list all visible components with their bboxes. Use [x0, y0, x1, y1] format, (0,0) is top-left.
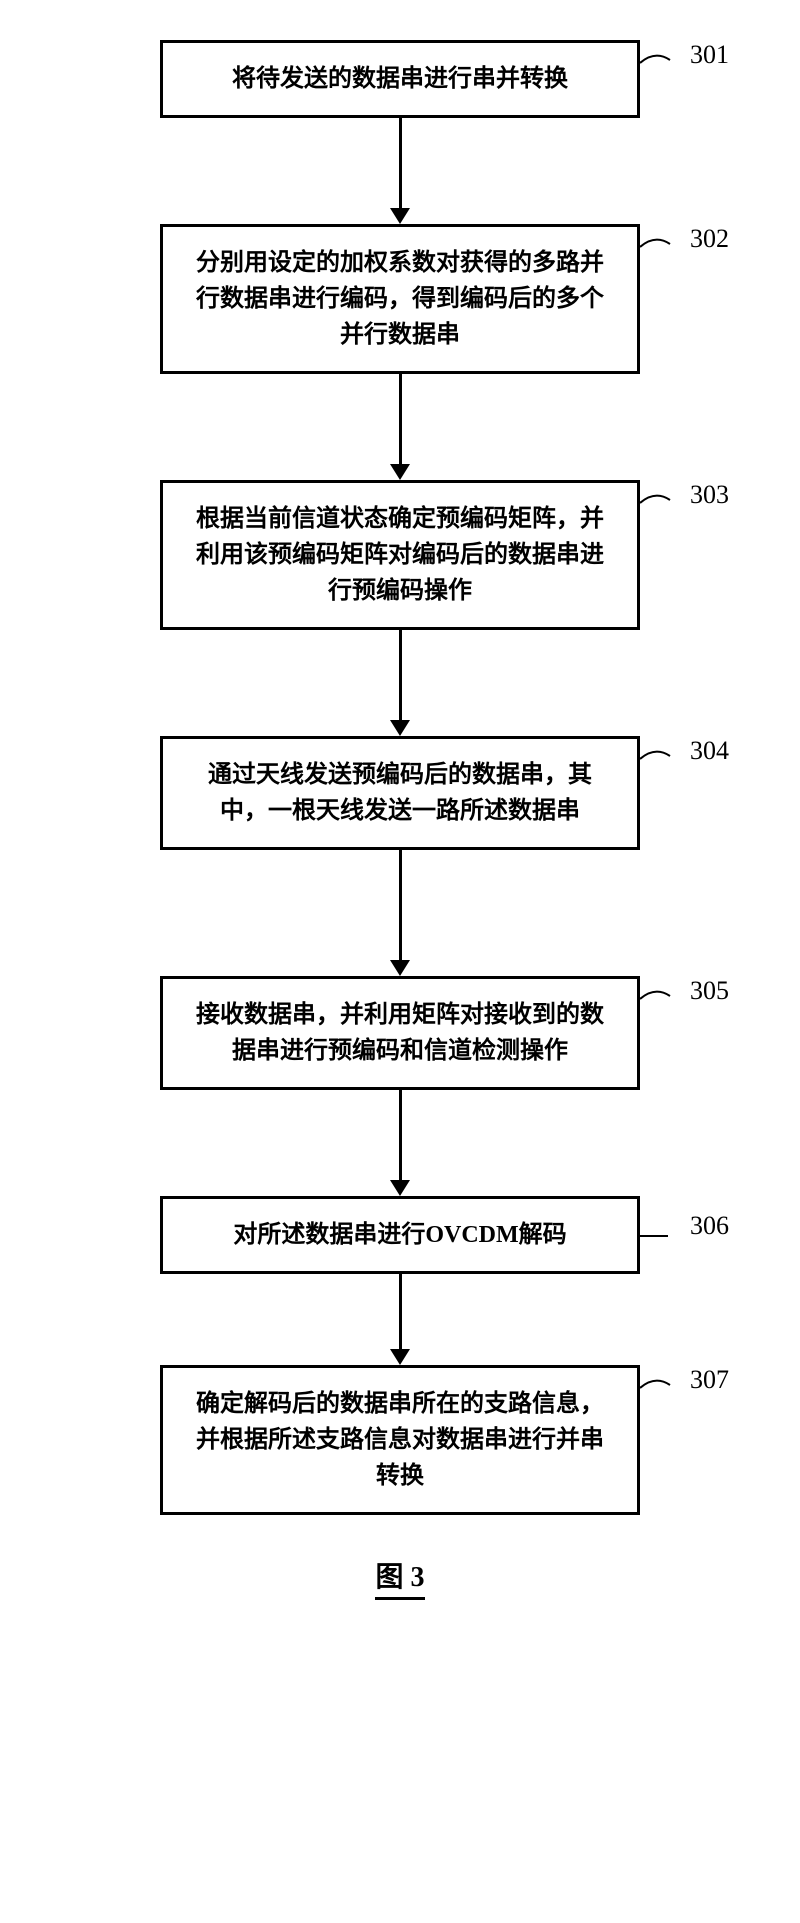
step-node-305: 接收数据串，并利用矩阵对接收到的数据串进行预编码和信道检测操作	[160, 976, 640, 1090]
arrow-head	[390, 464, 410, 480]
step-wrapper-306: 对所述数据串进行OVCDM解码 306	[60, 1196, 740, 1274]
step-text: 确定解码后的数据串所在的支路信息，并根据所述支路信息对数据串进行并串转换	[187, 1386, 613, 1494]
step-wrapper-301: 将待发送的数据串进行串并转换 301	[60, 40, 740, 118]
step-text: 对所述数据串进行OVCDM解码	[233, 1217, 566, 1253]
step-label-305: 305	[690, 976, 729, 1006]
arrow-5	[390, 1090, 410, 1196]
connector-curve	[640, 1373, 690, 1403]
arrow-line	[399, 1090, 402, 1180]
flowchart-container: 将待发送的数据串进行串并转换 301 分别用设定的加权系数对获得的多路并行数据串…	[60, 40, 740, 1515]
step-text: 接收数据串，并利用矩阵对接收到的数据串进行预编码和信道检测操作	[187, 997, 613, 1069]
step-wrapper-303: 根据当前信道状态确定预编码矩阵，并利用该预编码矩阵对编码后的数据串进行预编码操作…	[60, 480, 740, 630]
step-wrapper-307: 确定解码后的数据串所在的支路信息，并根据所述支路信息对数据串进行并串转换 307	[60, 1365, 740, 1515]
arrow-line	[399, 630, 402, 720]
step-text: 将待发送的数据串进行串并转换	[232, 61, 568, 97]
step-text: 分别用设定的加权系数对获得的多路并行数据串进行编码，得到编码后的多个并行数据串	[187, 245, 613, 353]
arrow-head	[390, 208, 410, 224]
arrow-line	[399, 118, 402, 208]
step-node-307: 确定解码后的数据串所在的支路信息，并根据所述支路信息对数据串进行并串转换	[160, 1365, 640, 1515]
arrow-head	[390, 1349, 410, 1365]
arrow-head	[390, 960, 410, 976]
arrow-line	[399, 1274, 402, 1349]
step-label-306: 306	[690, 1211, 729, 1241]
step-text: 通过天线发送预编码后的数据串，其中，一根天线发送一路所述数据串	[187, 757, 613, 829]
arrow-4	[390, 850, 410, 976]
step-label-303: 303	[690, 480, 729, 510]
step-node-303: 根据当前信道状态确定预编码矩阵，并利用该预编码矩阵对编码后的数据串进行预编码操作	[160, 480, 640, 630]
step-node-304: 通过天线发送预编码后的数据串，其中，一根天线发送一路所述数据串	[160, 736, 640, 850]
connector-line	[640, 1235, 668, 1237]
arrow-2	[390, 374, 410, 480]
step-node-306: 对所述数据串进行OVCDM解码	[160, 1196, 640, 1274]
connector-curve	[640, 232, 690, 262]
arrow-3	[390, 630, 410, 736]
arrow-line	[399, 850, 402, 960]
step-label-302: 302	[690, 224, 729, 254]
step-wrapper-302: 分别用设定的加权系数对获得的多路并行数据串进行编码，得到编码后的多个并行数据串 …	[60, 224, 740, 374]
connector-curve	[640, 48, 690, 78]
step-node-301: 将待发送的数据串进行串并转换	[160, 40, 640, 118]
connector-curve	[640, 488, 690, 518]
step-wrapper-304: 通过天线发送预编码后的数据串，其中，一根天线发送一路所述数据串 304	[60, 736, 740, 850]
arrow-1	[390, 118, 410, 224]
arrow-head	[390, 720, 410, 736]
arrow-6	[390, 1274, 410, 1365]
figure-label: 图 3	[375, 1555, 424, 1600]
step-text: 根据当前信道状态确定预编码矩阵，并利用该预编码矩阵对编码后的数据串进行预编码操作	[187, 501, 613, 609]
connector-curve	[640, 744, 690, 774]
step-label-304: 304	[690, 736, 729, 766]
arrow-line	[399, 374, 402, 464]
step-node-302: 分别用设定的加权系数对获得的多路并行数据串进行编码，得到编码后的多个并行数据串	[160, 224, 640, 374]
step-label-301: 301	[690, 40, 729, 70]
step-label-307: 307	[690, 1365, 729, 1395]
step-wrapper-305: 接收数据串，并利用矩阵对接收到的数据串进行预编码和信道检测操作 305	[60, 976, 740, 1090]
arrow-head	[390, 1180, 410, 1196]
connector-curve	[640, 984, 690, 1014]
